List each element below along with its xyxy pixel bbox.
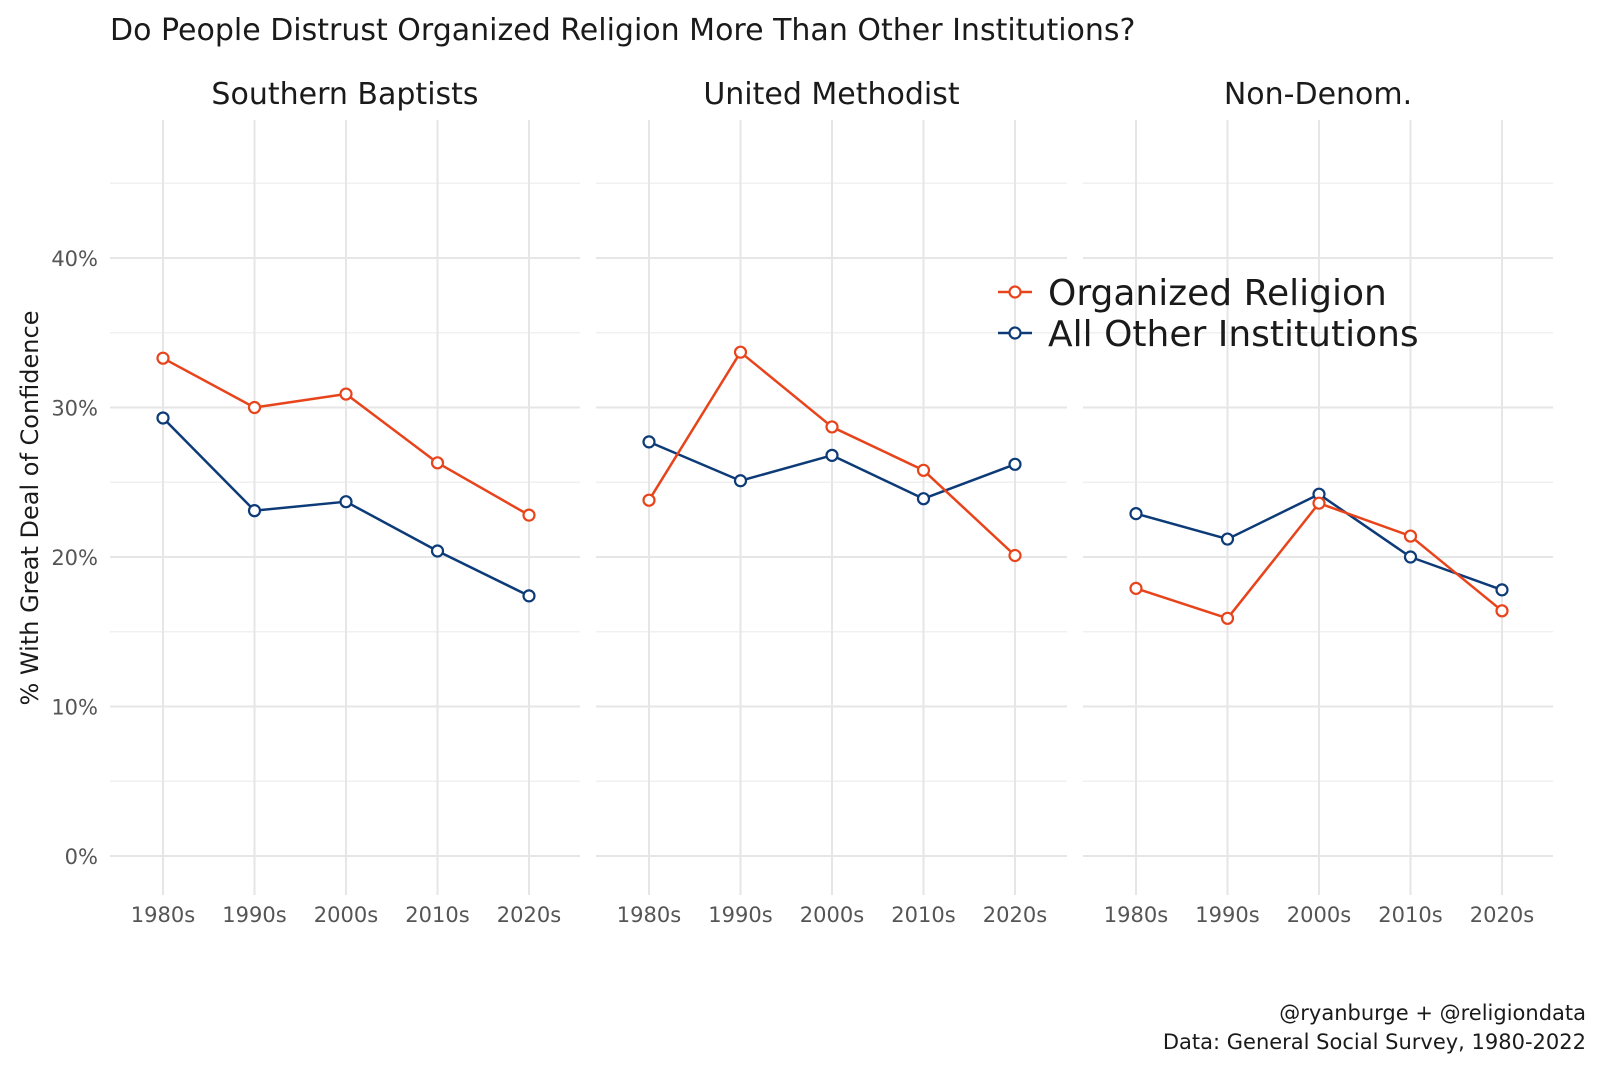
caption-credit: @ryanburge + @religiondata xyxy=(1279,1001,1586,1025)
x-tick-label: 2010s xyxy=(891,903,955,927)
facet-title: United Methodist xyxy=(703,77,960,112)
data-point xyxy=(1403,529,1418,543)
x-tick-label: 2020s xyxy=(983,903,1047,927)
series-all-other-institutions xyxy=(1129,487,1509,597)
series-organized-religion xyxy=(642,345,1022,563)
data-point xyxy=(156,351,170,365)
x-tick-label: 2010s xyxy=(405,903,469,927)
facet-non-denom: Non-Denom. 1980s 1990s 2000s 2010s 2020s xyxy=(1083,77,1553,927)
y-tick-label: 40% xyxy=(51,247,98,271)
legend-label: Organized Religion xyxy=(1048,273,1387,314)
y-axis-ticks: 0% 10% 20% 30% 40% xyxy=(51,247,98,869)
data-point xyxy=(733,474,748,488)
x-tick-label: 2000s xyxy=(800,903,864,927)
x-tick-label: 2010s xyxy=(1378,903,1442,927)
facet-title: Southern Baptists xyxy=(211,77,478,112)
data-point xyxy=(156,411,170,425)
data-point xyxy=(1312,496,1326,510)
x-tick-label: 2000s xyxy=(314,903,378,927)
chart-title: Do People Distrust Organized Religion Mo… xyxy=(110,13,1135,48)
x-tick-label: 1980s xyxy=(131,903,195,927)
legend-key-point xyxy=(1008,285,1022,299)
data-point xyxy=(247,400,262,415)
data-point xyxy=(1129,581,1143,595)
data-point xyxy=(916,463,931,477)
y-tick-label: 0% xyxy=(65,845,98,869)
y-tick-label: 20% xyxy=(51,546,98,570)
data-point xyxy=(916,492,931,506)
data-point xyxy=(1495,583,1509,597)
data-point xyxy=(1220,532,1235,546)
x-tick-label: 1980s xyxy=(617,903,681,927)
x-tick-label: 2020s xyxy=(497,903,561,927)
y-axis-label: % With Great Deal of Confidence xyxy=(16,311,44,706)
data-point xyxy=(1495,604,1509,618)
series-organized-religion xyxy=(1129,496,1509,625)
data-point xyxy=(339,495,353,509)
y-tick-label: 30% xyxy=(51,397,98,421)
series-all-other-institutions xyxy=(156,411,536,603)
legend-entry-organized-religion: Organized Religion xyxy=(998,273,1387,314)
x-tick-label: 1990s xyxy=(708,903,772,927)
legend-key-point xyxy=(1008,326,1022,340)
data-point xyxy=(430,456,445,470)
series-all-other-institutions xyxy=(642,435,1022,506)
data-point xyxy=(339,387,353,401)
x-tick-label: 2020s xyxy=(1470,903,1534,927)
data-point xyxy=(1403,550,1418,564)
data-point xyxy=(825,420,839,434)
data-point xyxy=(430,544,445,558)
data-point xyxy=(733,345,748,359)
legend-entry-all-other-institutions: All Other Institutions xyxy=(998,314,1419,355)
legend-label: All Other Institutions xyxy=(1048,314,1419,355)
data-point xyxy=(522,508,536,522)
x-tick-label: 1980s xyxy=(1104,903,1168,927)
data-point xyxy=(247,504,262,518)
data-point xyxy=(1008,548,1022,563)
facet-united-methodist: United Methodist 1980s 1990s 2000s 2010s 2020… xyxy=(596,77,1067,927)
x-tick-label: 1990s xyxy=(222,903,286,927)
data-point xyxy=(1220,611,1235,625)
facet-title: Non-Denom. xyxy=(1224,77,1412,112)
data-point xyxy=(522,589,536,603)
data-point xyxy=(1129,507,1143,521)
facet-southern-baptists: Southern Baptists 1980s 1990s 2000s 2010s 202… xyxy=(110,77,580,927)
data-point xyxy=(642,493,656,507)
y-tick-label: 10% xyxy=(51,696,98,720)
series-organized-religion xyxy=(156,351,536,522)
data-point xyxy=(825,448,839,462)
data-point xyxy=(642,435,656,449)
facet-panels: Southern Baptists 1980s 1990s 2000s 2010s 202… xyxy=(110,77,1553,927)
caption-source: Data: General Social Survey, 1980-2022 xyxy=(1163,1030,1586,1054)
x-tick-label: 2000s xyxy=(1287,903,1351,927)
data-point xyxy=(1008,457,1022,471)
x-tick-label: 1990s xyxy=(1195,903,1259,927)
